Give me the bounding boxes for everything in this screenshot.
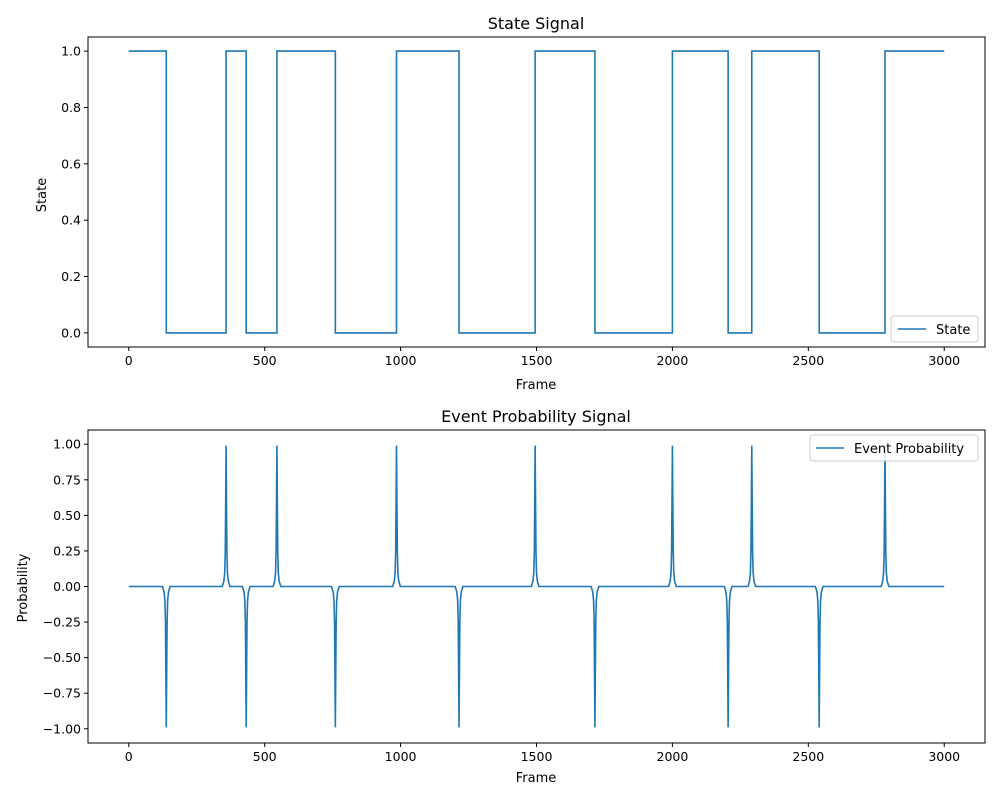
plot-area-frame — [87, 429, 986, 744]
y-tick-label: 0.00 — [53, 579, 81, 594]
axis-ticks: 0 500 1000 1500 2000 2500 3000 −1.00 −0.75 −0.50 −… — [43, 437, 960, 764]
chart-title: Event Probability Signal — [441, 407, 631, 426]
y-tick-label: 1.00 — [53, 437, 81, 452]
y-tick-label: 1.0 — [61, 44, 81, 59]
x-tick-label: 500 — [253, 353, 277, 368]
legend-label: Event Probability — [854, 442, 964, 457]
y-tick-label: 0.0 — [61, 325, 81, 340]
x-tick-label: 2000 — [657, 749, 689, 764]
y-tick-label: 0.2 — [61, 269, 81, 284]
x-tick-label: 1000 — [385, 353, 417, 368]
x-axis-label: Frame — [516, 378, 557, 393]
y-tick-label: 0.4 — [61, 213, 81, 228]
legend: State — [890, 315, 979, 343]
legend-box — [890, 315, 979, 343]
y-axis-label: Probability — [16, 553, 31, 622]
event-probability-chart: Event Probability Signal Frame Probabili… — [16, 407, 986, 786]
series-layer — [128, 445, 945, 728]
x-tick-label: 2000 — [657, 353, 689, 368]
series-line — [128, 445, 945, 728]
state-signal-chart: State Signal Frame State 0 500 1000 1500 200… — [35, 14, 986, 393]
x-tick-label: 2500 — [792, 749, 824, 764]
chart-title: State Signal — [488, 14, 585, 33]
x-tick-label: 1000 — [385, 749, 417, 764]
y-tick-label: −0.25 — [43, 615, 81, 630]
series-layer — [128, 50, 945, 334]
x-tick-label: 1500 — [521, 749, 553, 764]
y-tick-label: 0.50 — [53, 508, 81, 523]
x-axis-label: Frame — [516, 771, 557, 786]
y-tick-label: 0.75 — [53, 472, 81, 487]
x-tick-label: 2500 — [792, 353, 824, 368]
y-tick-label: −1.00 — [43, 721, 81, 736]
legend-label: State — [936, 323, 970, 338]
x-tick-label: 3000 — [928, 749, 960, 764]
legend-box — [809, 434, 979, 462]
legend: Event Probability — [809, 434, 979, 462]
axis-ticks: 0 500 1000 1500 2000 2500 3000 0.0 0.2 0.4 0.6 0.8 1… — [61, 44, 960, 368]
y-tick-label: −0.50 — [43, 650, 81, 665]
y-tick-label: 0.6 — [61, 156, 81, 171]
y-tick-label: 0.8 — [61, 100, 81, 115]
x-tick-label: 1500 — [521, 353, 553, 368]
plot-area-frame — [87, 36, 986, 348]
series-line — [128, 50, 945, 334]
x-tick-label: 0 — [125, 749, 133, 764]
y-tick-label: 0.25 — [53, 543, 81, 558]
x-tick-label: 500 — [253, 749, 277, 764]
y-tick-label: −0.75 — [43, 686, 81, 701]
x-tick-label: 0 — [125, 353, 133, 368]
y-axis-label: State — [35, 178, 50, 212]
x-tick-label: 3000 — [928, 353, 960, 368]
